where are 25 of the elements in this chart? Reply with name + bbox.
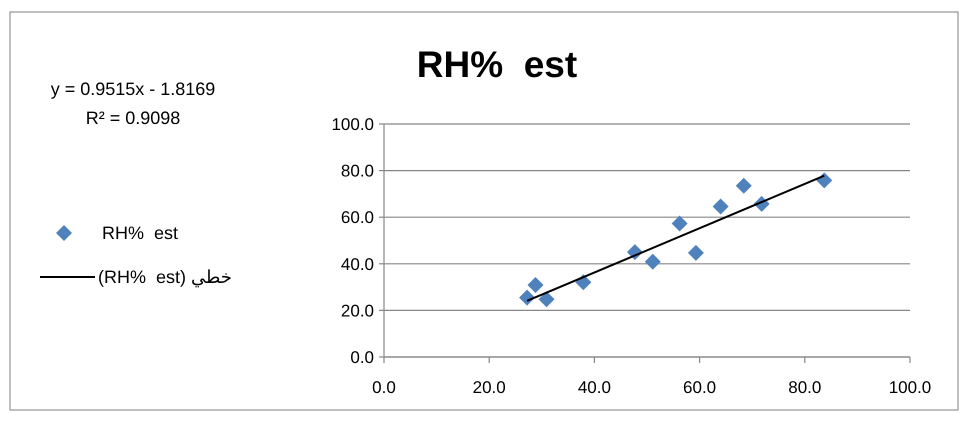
y-tick-label: 60.0 [340, 208, 374, 228]
legend-label: RH% est [102, 223, 178, 243]
chart-title: RH% est [416, 44, 578, 85]
x-tick-label: 0.0 [372, 378, 396, 397]
point [538, 291, 555, 308]
y-tick-label: 0.0 [350, 348, 374, 367]
y-tick-label: 80.0 [340, 162, 374, 181]
point [644, 254, 661, 270]
legend-label: خطي (RH% est) [98, 267, 232, 288]
text: y = 0.9515x - 1.8169 [50, 79, 216, 99]
point [527, 277, 544, 294]
text: R² = 0.9098 [86, 108, 180, 128]
x-tick-label: 20.0 [472, 378, 506, 397]
point [816, 172, 832, 188]
point [688, 244, 704, 261]
x-tick-label: 100.0 [888, 378, 932, 397]
x-tick-label: 80.0 [788, 378, 822, 397]
y-tick-label: 100.0 [331, 115, 374, 134]
point [672, 215, 688, 232]
y-tick-label: 40.0 [340, 254, 374, 274]
x-tick-label: 40.0 [578, 378, 611, 397]
point [736, 178, 752, 194]
x-tick-label: 60.0 [683, 378, 716, 397]
point [712, 198, 729, 214]
y-tick-label: 20.0 [340, 301, 374, 320]
